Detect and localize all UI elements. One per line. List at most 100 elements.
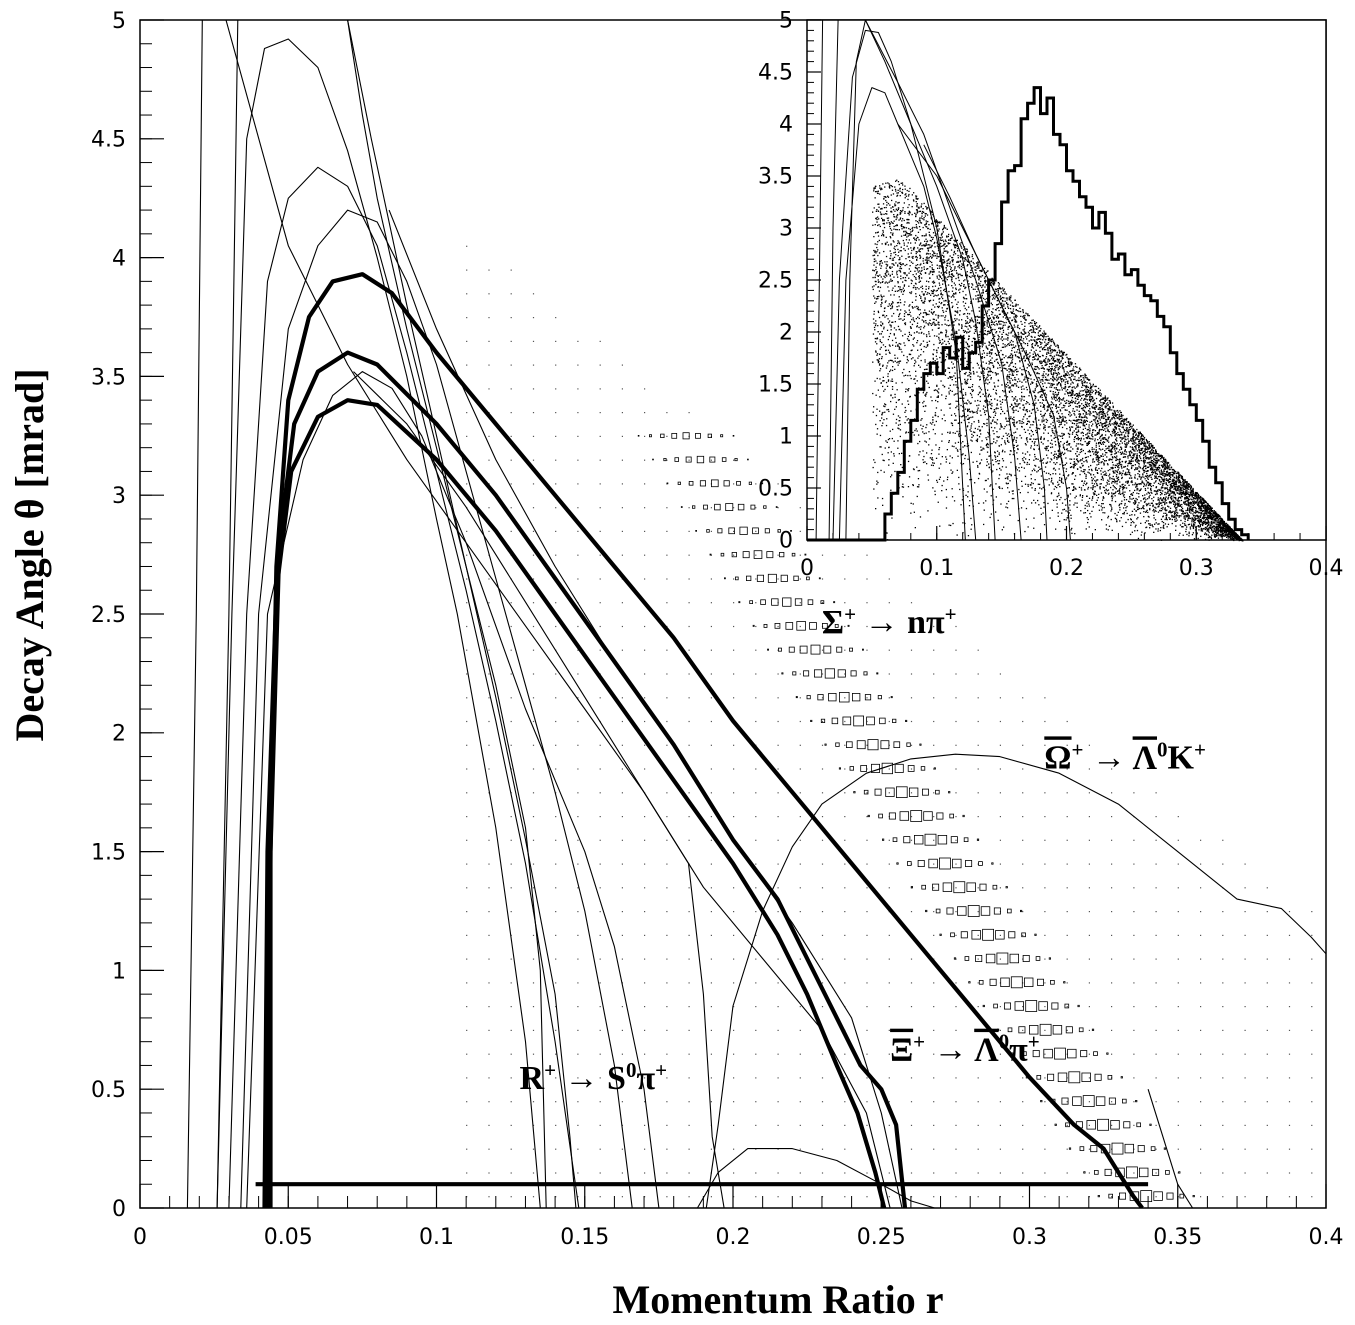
scatter-point: [926, 252, 928, 254]
scatter-point: [952, 287, 954, 289]
grid-dot: [888, 934, 890, 936]
scatter-point: [919, 366, 921, 368]
scatter-point: [1033, 459, 1035, 461]
scatter-point: [994, 335, 996, 337]
band-box: [960, 931, 968, 939]
scatter-point: [1182, 480, 1184, 483]
grid-dot: [910, 1148, 913, 1150]
scatter-point: [921, 285, 923, 287]
scatter-point: [1005, 355, 1007, 357]
scatter-point: [892, 366, 894, 368]
grid-dot: [755, 887, 757, 889]
band-box: [1123, 1121, 1131, 1129]
grid-dot: [733, 792, 735, 794]
scatter-point: [881, 356, 883, 358]
scatter-point: [1146, 526, 1148, 528]
scatter-point: [1184, 480, 1186, 482]
band-box: [910, 810, 923, 822]
scatter-point: [893, 312, 895, 315]
scatter-point: [1015, 305, 1017, 307]
grid-dot: [621, 649, 623, 651]
grid-dot: [1088, 1029, 1090, 1031]
scatter-point: [1051, 417, 1053, 419]
grid-dot: [621, 887, 623, 889]
grid-dot: [888, 720, 890, 723]
scatter-point: [1115, 488, 1117, 490]
grid-dot: [999, 697, 1001, 699]
band-box: [738, 601, 741, 604]
grid-dot: [1200, 934, 1202, 936]
scatter-point: [952, 471, 954, 473]
scatter-point: [984, 333, 986, 335]
scatter-point: [963, 419, 965, 421]
grid-dot: [866, 697, 868, 699]
grid-dot: [621, 1029, 623, 1031]
grid-dot: [1200, 911, 1202, 913]
grid-dot: [488, 364, 490, 366]
scatter-point: [1100, 478, 1102, 481]
scatter-point: [1072, 390, 1074, 393]
scatter-point: [1095, 392, 1097, 394]
grid-dot: [621, 768, 623, 770]
scatter-point: [936, 233, 938, 235]
grid-dot: [510, 530, 512, 532]
scatter-point: [1193, 492, 1195, 494]
scatter-point: [1004, 307, 1006, 309]
scatter-point: [936, 264, 938, 266]
scatter-point: [1085, 475, 1087, 478]
scatter-point: [890, 194, 892, 196]
scatter-point: [990, 353, 993, 355]
band-box: [1136, 1122, 1142, 1128]
grid-dot: [599, 934, 601, 936]
grid-dot: [621, 1101, 623, 1103]
scatter-point: [875, 320, 877, 322]
scatter-point: [938, 448, 940, 451]
grid-dot: [1311, 911, 1313, 913]
scatter-point: [1133, 448, 1135, 451]
scatter-point: [931, 264, 933, 266]
band-box: [735, 576, 739, 581]
scatter-point: [1101, 434, 1103, 437]
grid-dot: [1044, 1196, 1046, 1198]
scatter-point: [1086, 502, 1088, 504]
scatter-point: [1204, 520, 1206, 522]
scatter-point: [928, 286, 930, 288]
scatter-point: [1015, 321, 1017, 323]
scatter-point: [1130, 440, 1133, 442]
grid-dot: [1155, 1196, 1157, 1198]
scatter-point: [932, 462, 934, 464]
scatter-point: [936, 479, 938, 482]
scatter-point: [1205, 517, 1208, 519]
scatter-point: [1200, 506, 1202, 508]
scatter-point: [1124, 449, 1126, 451]
scatter-point: [950, 338, 953, 340]
grid-dot: [821, 554, 824, 556]
scatter-point: [985, 362, 987, 364]
grid-dot: [1177, 1029, 1179, 1031]
scatter-point: [970, 361, 972, 364]
scatter-point: [882, 323, 884, 325]
scatter-point: [872, 392, 874, 395]
grid-dot: [577, 1053, 579, 1055]
grid-dot: [577, 1077, 579, 1079]
grid-dot: [755, 792, 757, 794]
scatter-point: [1187, 507, 1189, 509]
scatter-point: [1064, 402, 1067, 404]
main-x-tick-label: 0.15: [560, 1225, 609, 1250]
scatter-point: [1007, 440, 1009, 443]
scatter-point: [1123, 437, 1125, 439]
scatter-point: [1165, 493, 1167, 495]
scatter-point: [1070, 364, 1072, 366]
scatter-point: [900, 289, 902, 291]
scatter-point: [1067, 450, 1069, 452]
scatter-point: [896, 229, 898, 231]
scatter-point: [883, 207, 886, 209]
scatter-point: [907, 198, 909, 201]
grid-dot: [1222, 982, 1224, 984]
band-box: [842, 716, 852, 726]
grid-dot: [555, 1006, 557, 1008]
scatter-point: [1036, 444, 1038, 447]
scatter-point: [941, 456, 943, 458]
grid-dot: [777, 1101, 779, 1103]
band-box: [806, 695, 811, 700]
